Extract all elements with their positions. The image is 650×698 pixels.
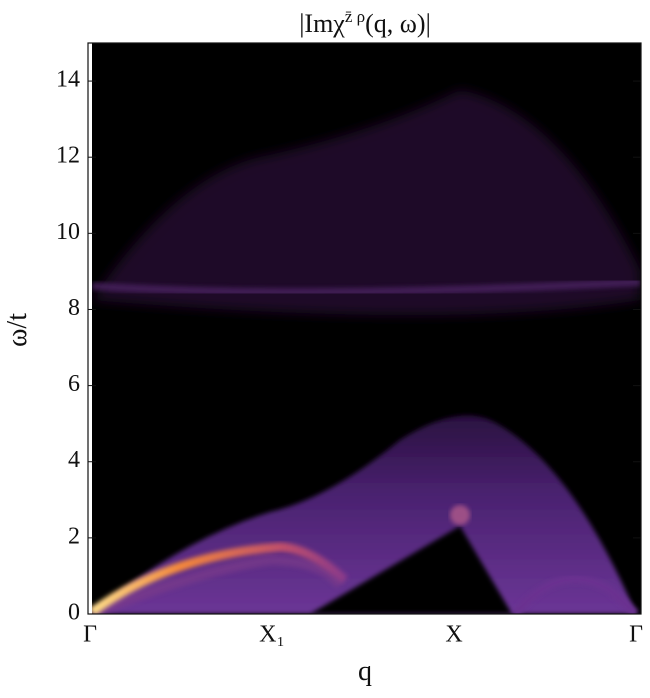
title-main: |Imχ <box>299 9 345 38</box>
plot-frame <box>87 42 642 615</box>
y-tick-label: 12 <box>56 143 80 169</box>
x-tick-label: X₁ <box>259 622 285 648</box>
y-tick-label: 0 <box>68 600 80 626</box>
y-tick-label: 6 <box>68 371 80 397</box>
chart-title: |Imχz̄ ρ(q, ω)| <box>299 7 431 38</box>
x-tick-label: X <box>445 622 462 648</box>
x-tick-label: Γ <box>83 622 97 648</box>
y-tick-label: 2 <box>68 523 80 549</box>
y-tick-label: 4 <box>68 447 80 473</box>
y-tick-label: 10 <box>56 219 80 245</box>
title-sup: z̄ ρ <box>345 7 365 26</box>
y-tick-label: 14 <box>56 67 80 93</box>
y-tick-label: 8 <box>68 295 80 321</box>
density-map <box>92 90 641 614</box>
y-axis-label: ω/t <box>2 313 33 347</box>
x-axis-label: q <box>358 656 372 687</box>
x-tick-label: Γ <box>629 622 643 648</box>
title-tail: (q, ω)| <box>365 9 431 38</box>
